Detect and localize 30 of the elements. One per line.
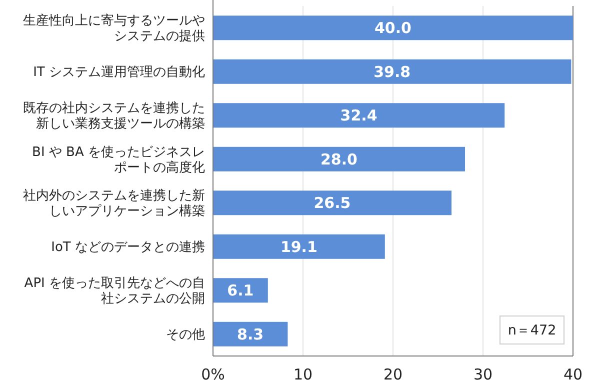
bar	[213, 16, 573, 40]
data-label: 19.1	[280, 238, 318, 256]
annotation: n＝472	[508, 322, 556, 339]
y-tick-label: API を使った取引先などへの自社システムの公開	[24, 276, 205, 307]
data-label: 26.5	[314, 194, 351, 212]
x-tick-label: 10	[293, 365, 313, 384]
bar	[213, 146, 465, 172]
bar	[213, 234, 385, 259]
data-label: 28.0	[320, 150, 358, 168]
bar	[213, 103, 505, 128]
annotation: n＝472	[500, 316, 564, 344]
y-tick-label: その他	[166, 328, 205, 343]
data-label: 40.0	[374, 19, 412, 38]
x-tick-label: 0%	[201, 365, 225, 384]
x-tick-label: 30	[473, 365, 493, 384]
data-label: 6.1	[227, 282, 254, 300]
bar	[213, 190, 452, 216]
bar	[213, 59, 572, 84]
data-label: 8.3	[237, 325, 264, 344]
y-tick-label: BI や BA を使ったビジネスレポートの高度化	[32, 144, 205, 176]
y-tick-label: IT システム運用管理の自動化	[33, 65, 205, 80]
x-tick-label: 20	[383, 365, 403, 384]
data-label: 32.4	[340, 106, 378, 125]
y-tick-label: IoT などのデータとの連携	[51, 240, 205, 256]
y-tick-label: 生産性向上に寄与するツールやシステムの提供	[23, 12, 205, 44]
x-tick-label: 40	[563, 365, 583, 384]
bar	[213, 322, 288, 346]
y-tick-label: 社内外のシステムを連携した新しいアプリケーション構築	[23, 188, 205, 220]
y-tick-label: 既存の社内システムを連携した新しい業務支援ツールの構築	[23, 101, 205, 132]
data-label: 39.8	[374, 62, 411, 81]
